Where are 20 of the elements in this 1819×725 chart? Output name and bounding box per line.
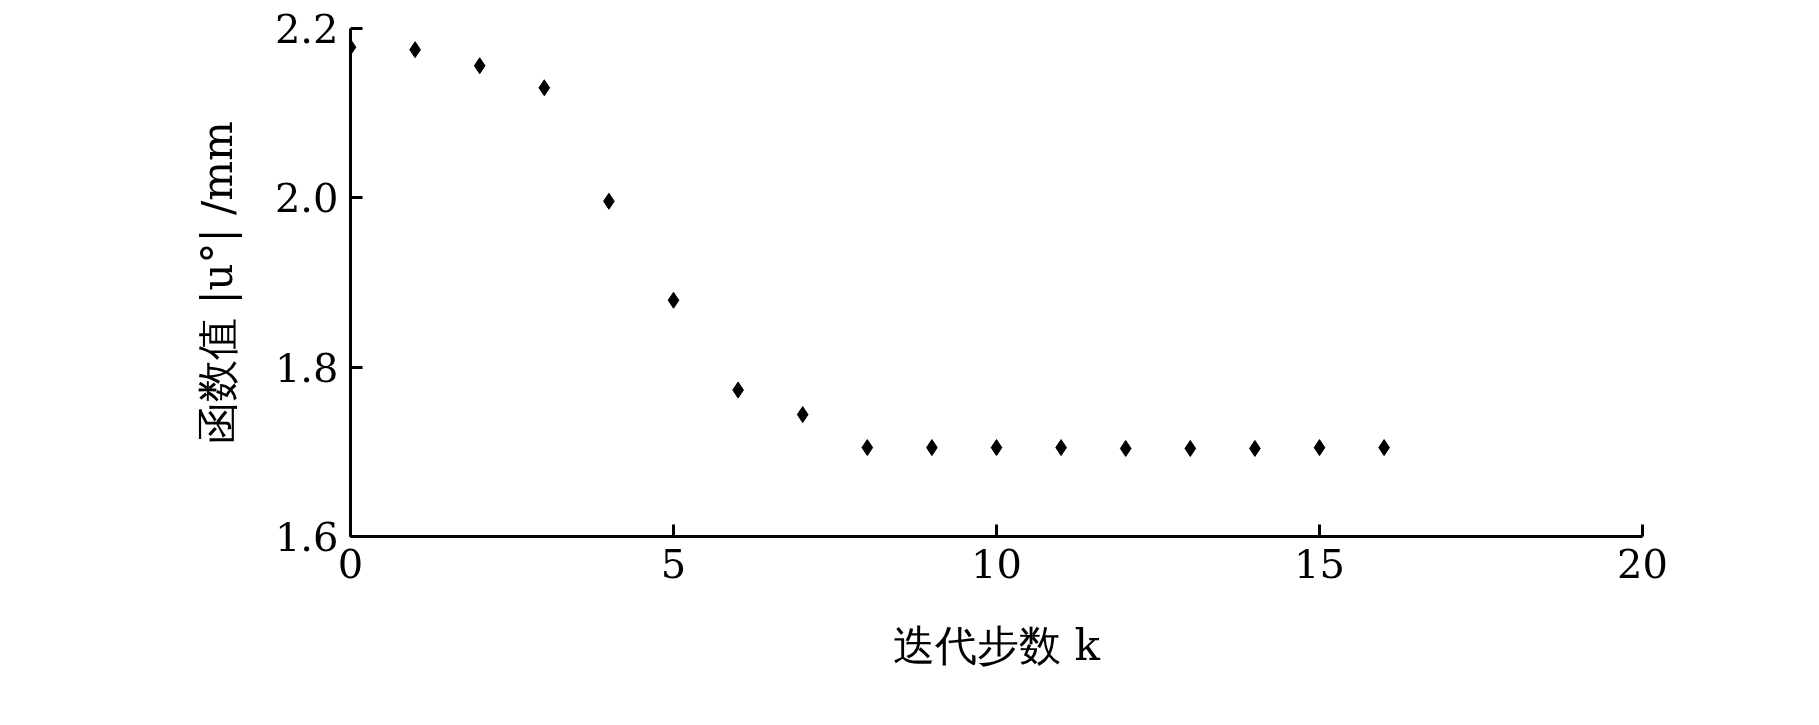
x-tick-label: 10: [971, 540, 1022, 587]
point: [1119, 439, 1132, 457]
x-tick-label: 5: [660, 540, 687, 587]
x-tick-label: 15: [1294, 540, 1345, 587]
point: [990, 439, 1003, 457]
point: [1313, 439, 1326, 457]
y-tick-label: 2.0: [274, 175, 339, 222]
point: [1184, 439, 1197, 457]
point: [473, 57, 486, 75]
point: [667, 291, 680, 309]
point: [796, 406, 809, 424]
y-tick-label: 2.2: [274, 6, 339, 52]
y-tick-label: 1.6: [274, 514, 339, 560]
point: [538, 79, 551, 97]
x-axis-title: 迭代步数 k: [893, 620, 1101, 670]
y-tick-label: 1.8: [274, 344, 339, 391]
point: [861, 439, 874, 457]
x-tick-label: 20: [1617, 540, 1668, 587]
y-axis-title: 函数值 |u°| /mm: [192, 121, 242, 444]
x-tick-label: 0: [337, 540, 364, 587]
